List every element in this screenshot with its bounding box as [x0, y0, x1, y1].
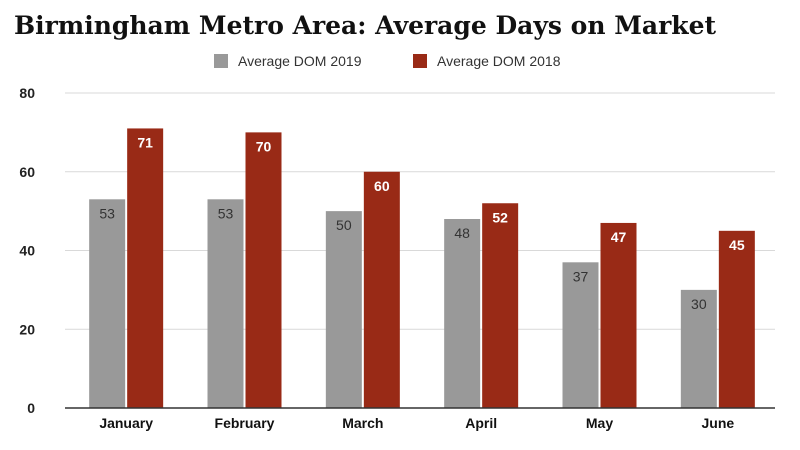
y-tick-label: 20: [19, 321, 35, 337]
data-label: 53: [218, 205, 234, 221]
data-label: 37: [573, 268, 589, 284]
x-axis-ticks: January February March April May June: [99, 415, 734, 431]
data-label: 30: [691, 296, 707, 312]
legend-swatch-2019: [214, 54, 228, 68]
data-label: 48: [454, 225, 470, 241]
bar: [363, 171, 400, 408]
y-tick-label: 40: [19, 243, 35, 259]
bar: [444, 219, 481, 408]
bar: [127, 128, 164, 408]
data-label: 45: [729, 237, 745, 253]
legend-label-2019: Average DOM 2019: [238, 53, 362, 69]
x-tick-label: June: [701, 415, 734, 431]
data-label: 50: [336, 217, 352, 233]
chart-title: Birmingham Metro Area: Average Days on M…: [14, 11, 717, 40]
x-tick-label: April: [465, 415, 497, 431]
bar: [245, 132, 282, 408]
x-tick-label: May: [586, 415, 613, 431]
data-labels: 53 71 53 70 50 60 48 52 37 47 30 45: [99, 134, 744, 311]
y-axis-ticks: 0 20 40 60 80: [19, 85, 35, 416]
bar: [562, 262, 599, 408]
bar: [89, 199, 126, 408]
bar: [325, 211, 362, 408]
y-tick-label: 60: [19, 164, 35, 180]
data-label: 71: [137, 134, 153, 150]
x-tick-label: March: [342, 415, 383, 431]
bar: [600, 222, 637, 408]
legend: Average DOM 2019 Average DOM 2018: [214, 53, 561, 69]
legend-swatch-2018: [413, 54, 427, 68]
x-tick-label: February: [215, 415, 275, 431]
x-tick-label: January: [99, 415, 153, 431]
y-tick-label: 80: [19, 85, 35, 101]
bars: [89, 128, 755, 408]
data-label: 53: [99, 205, 115, 221]
data-label: 60: [374, 178, 390, 194]
grid-lines: [65, 92, 775, 330]
data-label: 52: [492, 209, 508, 225]
legend-label-2018: Average DOM 2018: [437, 53, 561, 69]
bar: [680, 289, 717, 408]
bar: [207, 199, 244, 408]
data-label: 70: [256, 138, 272, 154]
bar: [718, 230, 755, 408]
y-tick-label: 0: [27, 400, 35, 416]
bar: [482, 203, 519, 408]
data-label: 47: [611, 229, 627, 245]
